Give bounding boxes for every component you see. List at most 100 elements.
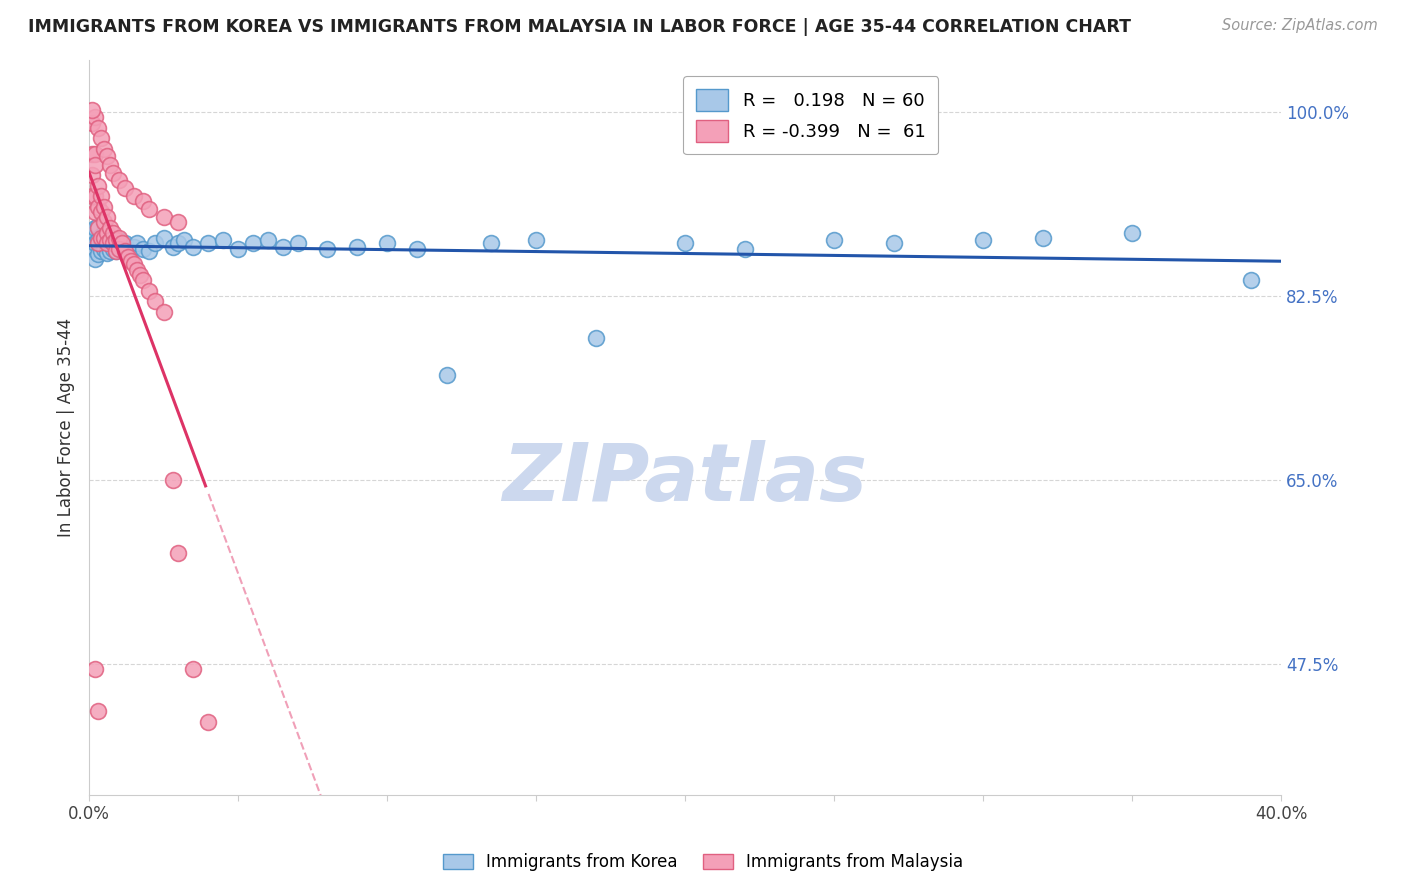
Point bbox=[96, 236, 118, 251]
Point bbox=[98, 220, 121, 235]
Point bbox=[84, 189, 107, 203]
Point bbox=[90, 189, 112, 203]
Point bbox=[143, 236, 166, 251]
Point bbox=[87, 236, 110, 251]
Point bbox=[114, 181, 136, 195]
Point bbox=[122, 189, 145, 203]
Point bbox=[316, 242, 339, 256]
Point bbox=[104, 233, 127, 247]
Point bbox=[93, 233, 115, 247]
Point bbox=[84, 147, 107, 161]
Point bbox=[673, 236, 696, 251]
Point bbox=[84, 111, 107, 125]
Point bbox=[98, 236, 121, 251]
Point bbox=[226, 242, 249, 256]
Point bbox=[84, 252, 107, 267]
Point bbox=[128, 268, 150, 282]
Point bbox=[101, 226, 124, 240]
Point bbox=[197, 714, 219, 729]
Point bbox=[162, 473, 184, 487]
Point bbox=[183, 239, 205, 253]
Point bbox=[131, 273, 153, 287]
Point bbox=[93, 200, 115, 214]
Y-axis label: In Labor Force | Age 35-44: In Labor Force | Age 35-44 bbox=[58, 318, 75, 537]
Point bbox=[87, 704, 110, 718]
Point bbox=[84, 220, 107, 235]
Point bbox=[93, 215, 115, 229]
Point bbox=[108, 233, 131, 247]
Point bbox=[87, 233, 110, 247]
Point bbox=[883, 236, 905, 251]
Point bbox=[734, 242, 756, 256]
Point bbox=[93, 242, 115, 256]
Point bbox=[96, 231, 118, 245]
Point bbox=[167, 236, 190, 251]
Point bbox=[104, 244, 127, 258]
Legend: R =   0.198   N = 60, R = -0.399   N =  61: R = 0.198 N = 60, R = -0.399 N = 61 bbox=[683, 76, 938, 154]
Point bbox=[80, 242, 103, 256]
Text: Source: ZipAtlas.com: Source: ZipAtlas.com bbox=[1222, 18, 1378, 33]
Point bbox=[80, 168, 103, 182]
Point bbox=[90, 244, 112, 258]
Point bbox=[120, 254, 142, 268]
Point bbox=[93, 231, 115, 245]
Point bbox=[167, 546, 190, 560]
Point bbox=[117, 250, 139, 264]
Point bbox=[87, 220, 110, 235]
Point bbox=[346, 239, 368, 253]
Point bbox=[87, 219, 110, 233]
Point bbox=[138, 244, 160, 258]
Point bbox=[375, 236, 398, 251]
Point bbox=[972, 233, 994, 247]
Point bbox=[80, 231, 103, 245]
Point bbox=[122, 258, 145, 272]
Point bbox=[823, 233, 845, 247]
Point bbox=[108, 239, 131, 253]
Point bbox=[152, 210, 174, 224]
Point bbox=[117, 244, 139, 258]
Point bbox=[138, 284, 160, 298]
Point bbox=[87, 120, 110, 135]
Point bbox=[90, 205, 112, 219]
Point bbox=[131, 242, 153, 256]
Point bbox=[167, 215, 190, 229]
Point bbox=[98, 233, 121, 247]
Point bbox=[90, 131, 112, 145]
Point bbox=[138, 202, 160, 216]
Point bbox=[131, 194, 153, 209]
Point bbox=[80, 103, 103, 117]
Point bbox=[96, 239, 118, 253]
Point bbox=[125, 236, 148, 251]
Point bbox=[162, 239, 184, 253]
Point bbox=[242, 236, 264, 251]
Point bbox=[125, 262, 148, 277]
Point bbox=[93, 226, 115, 240]
Point bbox=[108, 173, 131, 187]
Point bbox=[87, 247, 110, 261]
Point bbox=[98, 244, 121, 258]
Point bbox=[287, 236, 309, 251]
Point bbox=[257, 233, 280, 247]
Text: IMMIGRANTS FROM KOREA VS IMMIGRANTS FROM MALAYSIA IN LABOR FORCE | AGE 35-44 COR: IMMIGRANTS FROM KOREA VS IMMIGRANTS FROM… bbox=[28, 18, 1130, 36]
Point bbox=[87, 200, 110, 214]
Point bbox=[108, 242, 131, 256]
Point bbox=[1121, 226, 1143, 240]
Point bbox=[122, 239, 145, 253]
Point bbox=[101, 166, 124, 180]
Point bbox=[96, 246, 118, 260]
Point bbox=[143, 294, 166, 309]
Point bbox=[101, 236, 124, 251]
Point bbox=[90, 236, 112, 251]
Point bbox=[197, 236, 219, 251]
Point bbox=[80, 115, 103, 129]
Point bbox=[90, 229, 112, 244]
Point bbox=[96, 210, 118, 224]
Text: ZIPatlas: ZIPatlas bbox=[502, 440, 868, 518]
Point bbox=[90, 231, 112, 245]
Point bbox=[84, 236, 107, 251]
Point bbox=[152, 231, 174, 245]
Point bbox=[114, 244, 136, 258]
Point bbox=[101, 242, 124, 256]
Point bbox=[108, 231, 131, 245]
Point bbox=[104, 244, 127, 258]
